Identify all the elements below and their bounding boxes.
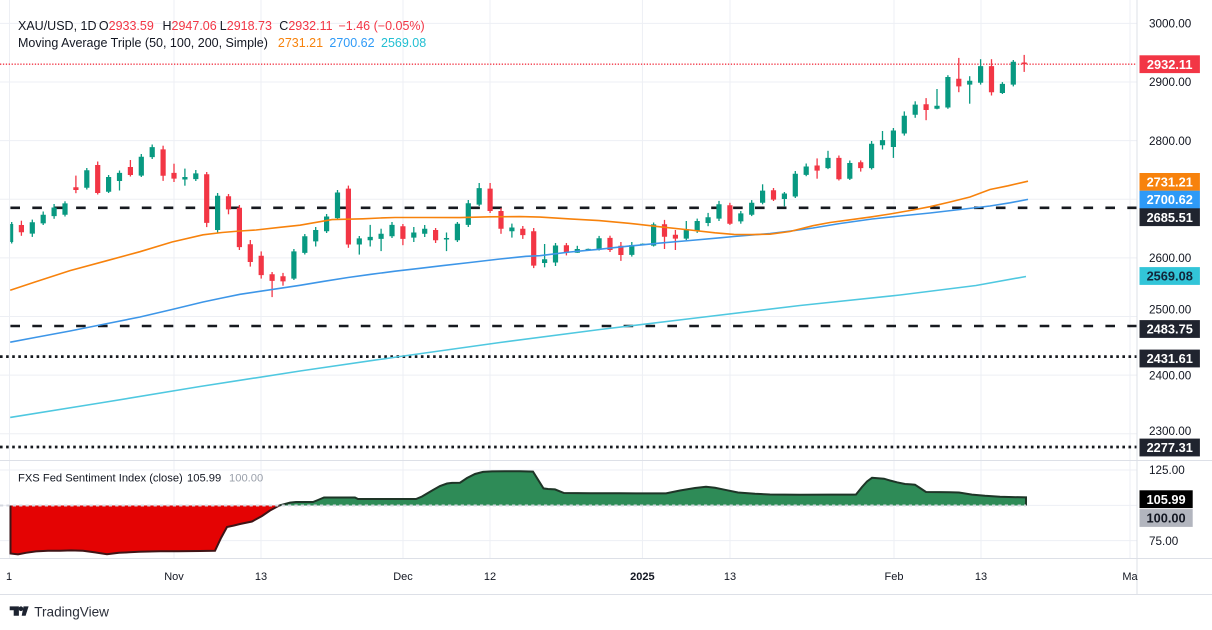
- svg-text:Moving Average Triple (50, 100: Moving Average Triple (50, 100, 200, Sim…: [18, 36, 426, 50]
- svg-text:2700.62: 2700.62: [1147, 192, 1193, 207]
- svg-text:2483.75: 2483.75: [1147, 322, 1193, 337]
- svg-text:2400.00: 2400.00: [1149, 369, 1192, 382]
- svg-text:12: 12: [484, 571, 496, 583]
- svg-text:2731.21: 2731.21: [1147, 175, 1193, 190]
- svg-text:2500.00: 2500.00: [1149, 304, 1192, 317]
- svg-text:2900.00: 2900.00: [1149, 76, 1192, 89]
- svg-text:FXS Fed Sentiment Index (close: FXS Fed Sentiment Index (close) 105.99 100…: [18, 473, 263, 485]
- svg-text:13: 13: [255, 571, 267, 583]
- svg-text:13: 13: [975, 571, 987, 583]
- svg-text:2300.00: 2300.00: [1149, 425, 1192, 438]
- svg-text:100.00: 100.00: [1147, 511, 1186, 526]
- svg-text:2600.00: 2600.00: [1149, 252, 1192, 265]
- svg-text:105.99: 105.99: [1147, 492, 1186, 507]
- svg-text:2431.61: 2431.61: [1147, 351, 1193, 366]
- svg-text:Dec: Dec: [393, 571, 413, 583]
- svg-text:2932.11: 2932.11: [1147, 57, 1193, 72]
- svg-text:Feb: Feb: [885, 571, 904, 583]
- svg-text:125.00: 125.00: [1149, 464, 1185, 477]
- svg-text:2800.00: 2800.00: [1149, 135, 1192, 148]
- svg-text:TradingView: TradingView: [34, 604, 109, 619]
- svg-text:1: 1: [6, 571, 12, 583]
- svg-text:2277.31: 2277.31: [1147, 440, 1193, 455]
- svg-text:Ma: Ma: [1122, 571, 1138, 583]
- svg-text:Nov: Nov: [164, 571, 184, 583]
- svg-text:3000.00: 3000.00: [1149, 18, 1192, 31]
- svg-text:2685.51: 2685.51: [1147, 210, 1193, 225]
- svg-text:2025: 2025: [630, 571, 654, 583]
- svg-text:75.00: 75.00: [1149, 535, 1179, 548]
- svg-text:13: 13: [724, 571, 736, 583]
- svg-text:2569.08: 2569.08: [1147, 269, 1193, 284]
